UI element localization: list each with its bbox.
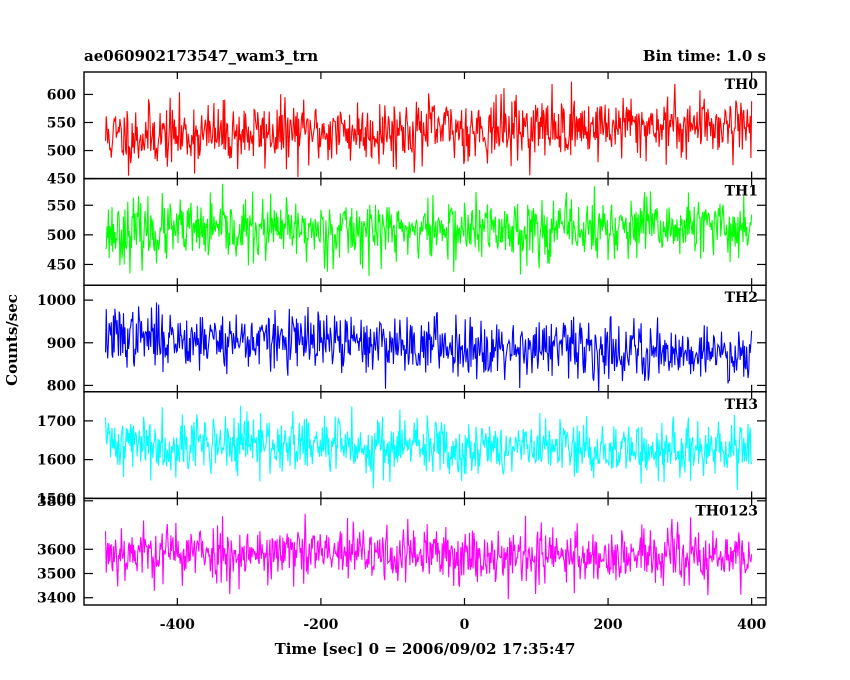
panel-label: TH2 (725, 290, 758, 306)
x-tick-label: 200 (593, 617, 622, 633)
series-th0123 (104, 513, 753, 600)
y-tick-label: 1700 (37, 414, 76, 430)
y-tick-label: 3500 (37, 567, 76, 583)
y-tick-label: 600 (47, 87, 76, 103)
x-tick-label: -400 (160, 617, 195, 633)
y-tick-label: 550 (47, 198, 76, 214)
x-tick-label: -200 (303, 617, 338, 633)
x-axis-label: Time [sec] 0 = 2006/09/02 17:35:47 (275, 640, 576, 658)
y-tick-label: 3800 (37, 494, 76, 510)
panel-label: TH0123 (695, 503, 758, 519)
y-tick-label: 450 (47, 257, 76, 273)
panel-th0123: 3400 3500 3600 3800 TH0123 (37, 494, 767, 607)
x-tick-label: 0 (460, 617, 470, 633)
chart-title-left: ae060902173547_wam3_trn (84, 47, 318, 65)
panels-group: 450 500 550 600 TH0 450 500 550 TH1 800 900 1000 TH2… (37, 71, 767, 607)
panel-label: TH1 (725, 184, 758, 200)
panel-th3: 1500 1600 1700 TH3 (37, 391, 767, 507)
y-tick-label: 900 (47, 336, 76, 352)
y-axis-label: Counts/sec (3, 294, 21, 386)
panel-th0: 450 500 550 600 TH0 (47, 71, 767, 188)
series-th3 (104, 405, 753, 491)
y-tick-label: 1600 (37, 453, 76, 469)
x-axis: -400 -200 0 200 400 (160, 617, 767, 633)
series-th2 (104, 302, 753, 392)
series-th0 (104, 81, 753, 177)
y-tick-label: 1500 (37, 491, 76, 507)
y-tick-label: 500 (47, 144, 76, 160)
chart-title-right: Bin time: 1.0 s (643, 47, 766, 65)
y-tick-label: 800 (47, 378, 76, 394)
y-tick-label: 550 (47, 115, 76, 131)
series-th1 (105, 183, 753, 276)
panel-label: TH0 (725, 77, 759, 93)
y-tick-label: 500 (47, 228, 76, 244)
panel-th2: 800 900 1000 TH2 (37, 284, 767, 394)
y-tick-label: 3400 (37, 591, 76, 607)
panel-th1: 450 500 550 TH1 (47, 177, 767, 286)
y-tick-label: 3600 (37, 542, 76, 558)
panel-label: TH3 (725, 397, 758, 413)
y-tick-label: 1000 (37, 293, 76, 309)
panel-frame (83, 497, 767, 606)
x-tick-label: 400 (737, 617, 766, 633)
y-tick-label: 450 (47, 172, 76, 188)
